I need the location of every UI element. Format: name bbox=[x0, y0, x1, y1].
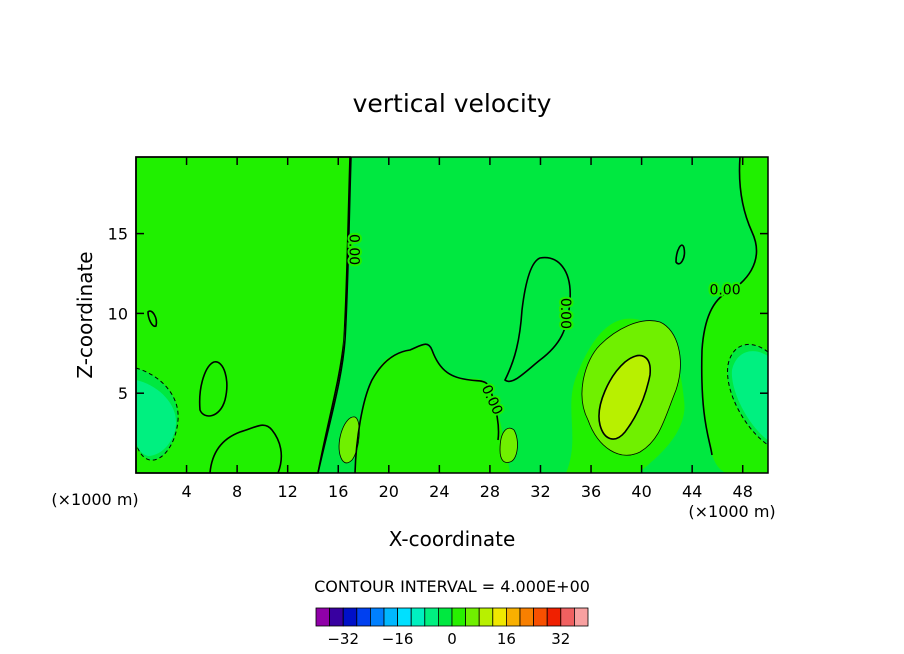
x-tick-label: 24 bbox=[429, 482, 449, 501]
x-tick-label: 20 bbox=[379, 482, 399, 501]
x-tick-label: 36 bbox=[581, 482, 601, 501]
colorbar-tick-label: 16 bbox=[497, 630, 516, 648]
colorbar-cell bbox=[437, 607, 453, 627]
colorbar-cell bbox=[369, 607, 385, 627]
positive-region-1 bbox=[338, 416, 360, 464]
chart-title: vertical velocity bbox=[353, 89, 552, 118]
strong-negative-region-left bbox=[136, 380, 176, 456]
colorbar-tick-label: −16 bbox=[382, 630, 414, 648]
y-axis-title: Z-coordinate bbox=[73, 251, 97, 378]
colorbar-tick-label: 32 bbox=[551, 630, 570, 648]
negative-region-upper-middle bbox=[135, 156, 351, 474]
x-tick-label: 48 bbox=[733, 482, 753, 501]
colorbar-cell bbox=[329, 607, 344, 627]
contour-label-4: 0.00 bbox=[709, 282, 740, 298]
zero-contour-upper-band bbox=[354, 343, 500, 474]
colorbar-cell bbox=[424, 607, 439, 627]
positive-region-core bbox=[598, 354, 651, 440]
colorbar-cell bbox=[505, 607, 521, 627]
x-tick-label: 8 bbox=[232, 482, 242, 501]
colorbar-cell bbox=[356, 607, 371, 627]
zero-contour-upper-right-small bbox=[675, 244, 686, 265]
x-unit-label-right: (×1000 m) bbox=[688, 502, 775, 521]
zero-contour-right-band bbox=[700, 156, 758, 456]
colorbar-tick-label: −32 bbox=[327, 630, 359, 648]
zero-contour-main bbox=[317, 156, 352, 474]
x-tick-label: 32 bbox=[530, 482, 550, 501]
colorbar-cell bbox=[492, 607, 507, 627]
zero-contour-x33-loop bbox=[504, 256, 571, 383]
x-tick-label: 16 bbox=[328, 482, 348, 501]
zero-contour-left-small bbox=[147, 310, 158, 328]
x-unit-label-left: (×1000 m) bbox=[51, 490, 138, 509]
x-tick-label: 12 bbox=[278, 482, 298, 501]
colorbar-cell bbox=[560, 607, 575, 627]
colorbar-cell bbox=[478, 607, 494, 627]
colorbar: −32 −16 0 16 32 bbox=[315, 607, 589, 648]
plot-frame bbox=[135, 156, 769, 474]
x-tick-label: 28 bbox=[480, 482, 500, 501]
contour-interval-label: CONTOUR INTERVAL = 4.000E+00 bbox=[314, 577, 590, 596]
x-tick-label: 40 bbox=[631, 482, 651, 501]
colorbar-cell bbox=[574, 607, 589, 627]
colorbar-cell bbox=[465, 607, 480, 627]
y-tick-label: 15 bbox=[108, 225, 128, 244]
negative-region-z-band bbox=[318, 157, 757, 473]
positive-region-2 bbox=[499, 427, 518, 463]
colorbar-tick-label: 0 bbox=[447, 630, 457, 648]
x-axis-title: X-coordinate bbox=[389, 527, 516, 551]
colorbar-cell bbox=[397, 607, 412, 627]
strong-negative-region-right bbox=[731, 351, 768, 440]
zero-contour-left-blob bbox=[198, 361, 228, 417]
colorbar-cell bbox=[546, 607, 562, 627]
plot-area: 0.00 0.00 0.00 0.00 bbox=[135, 156, 769, 474]
y-tick-label: 10 bbox=[108, 304, 128, 323]
colorbar-cell bbox=[410, 607, 426, 627]
colorbar-cell bbox=[533, 607, 548, 627]
colorbar-cell bbox=[342, 607, 358, 627]
zero-contour-bottom-left bbox=[209, 424, 283, 474]
colorbar-cell bbox=[451, 607, 467, 627]
x-tick-label: 44 bbox=[682, 482, 702, 501]
colorbar-cell bbox=[519, 607, 535, 627]
contour-label-2: 0.00 bbox=[557, 298, 573, 329]
colorbar-cell bbox=[315, 607, 331, 627]
colorbar-cell bbox=[383, 607, 399, 627]
x-tick-label: 4 bbox=[181, 482, 191, 501]
contour-label-1: 0.00 bbox=[346, 234, 362, 265]
y-tick-label: 5 bbox=[118, 384, 128, 403]
zero-contours bbox=[147, 156, 758, 474]
